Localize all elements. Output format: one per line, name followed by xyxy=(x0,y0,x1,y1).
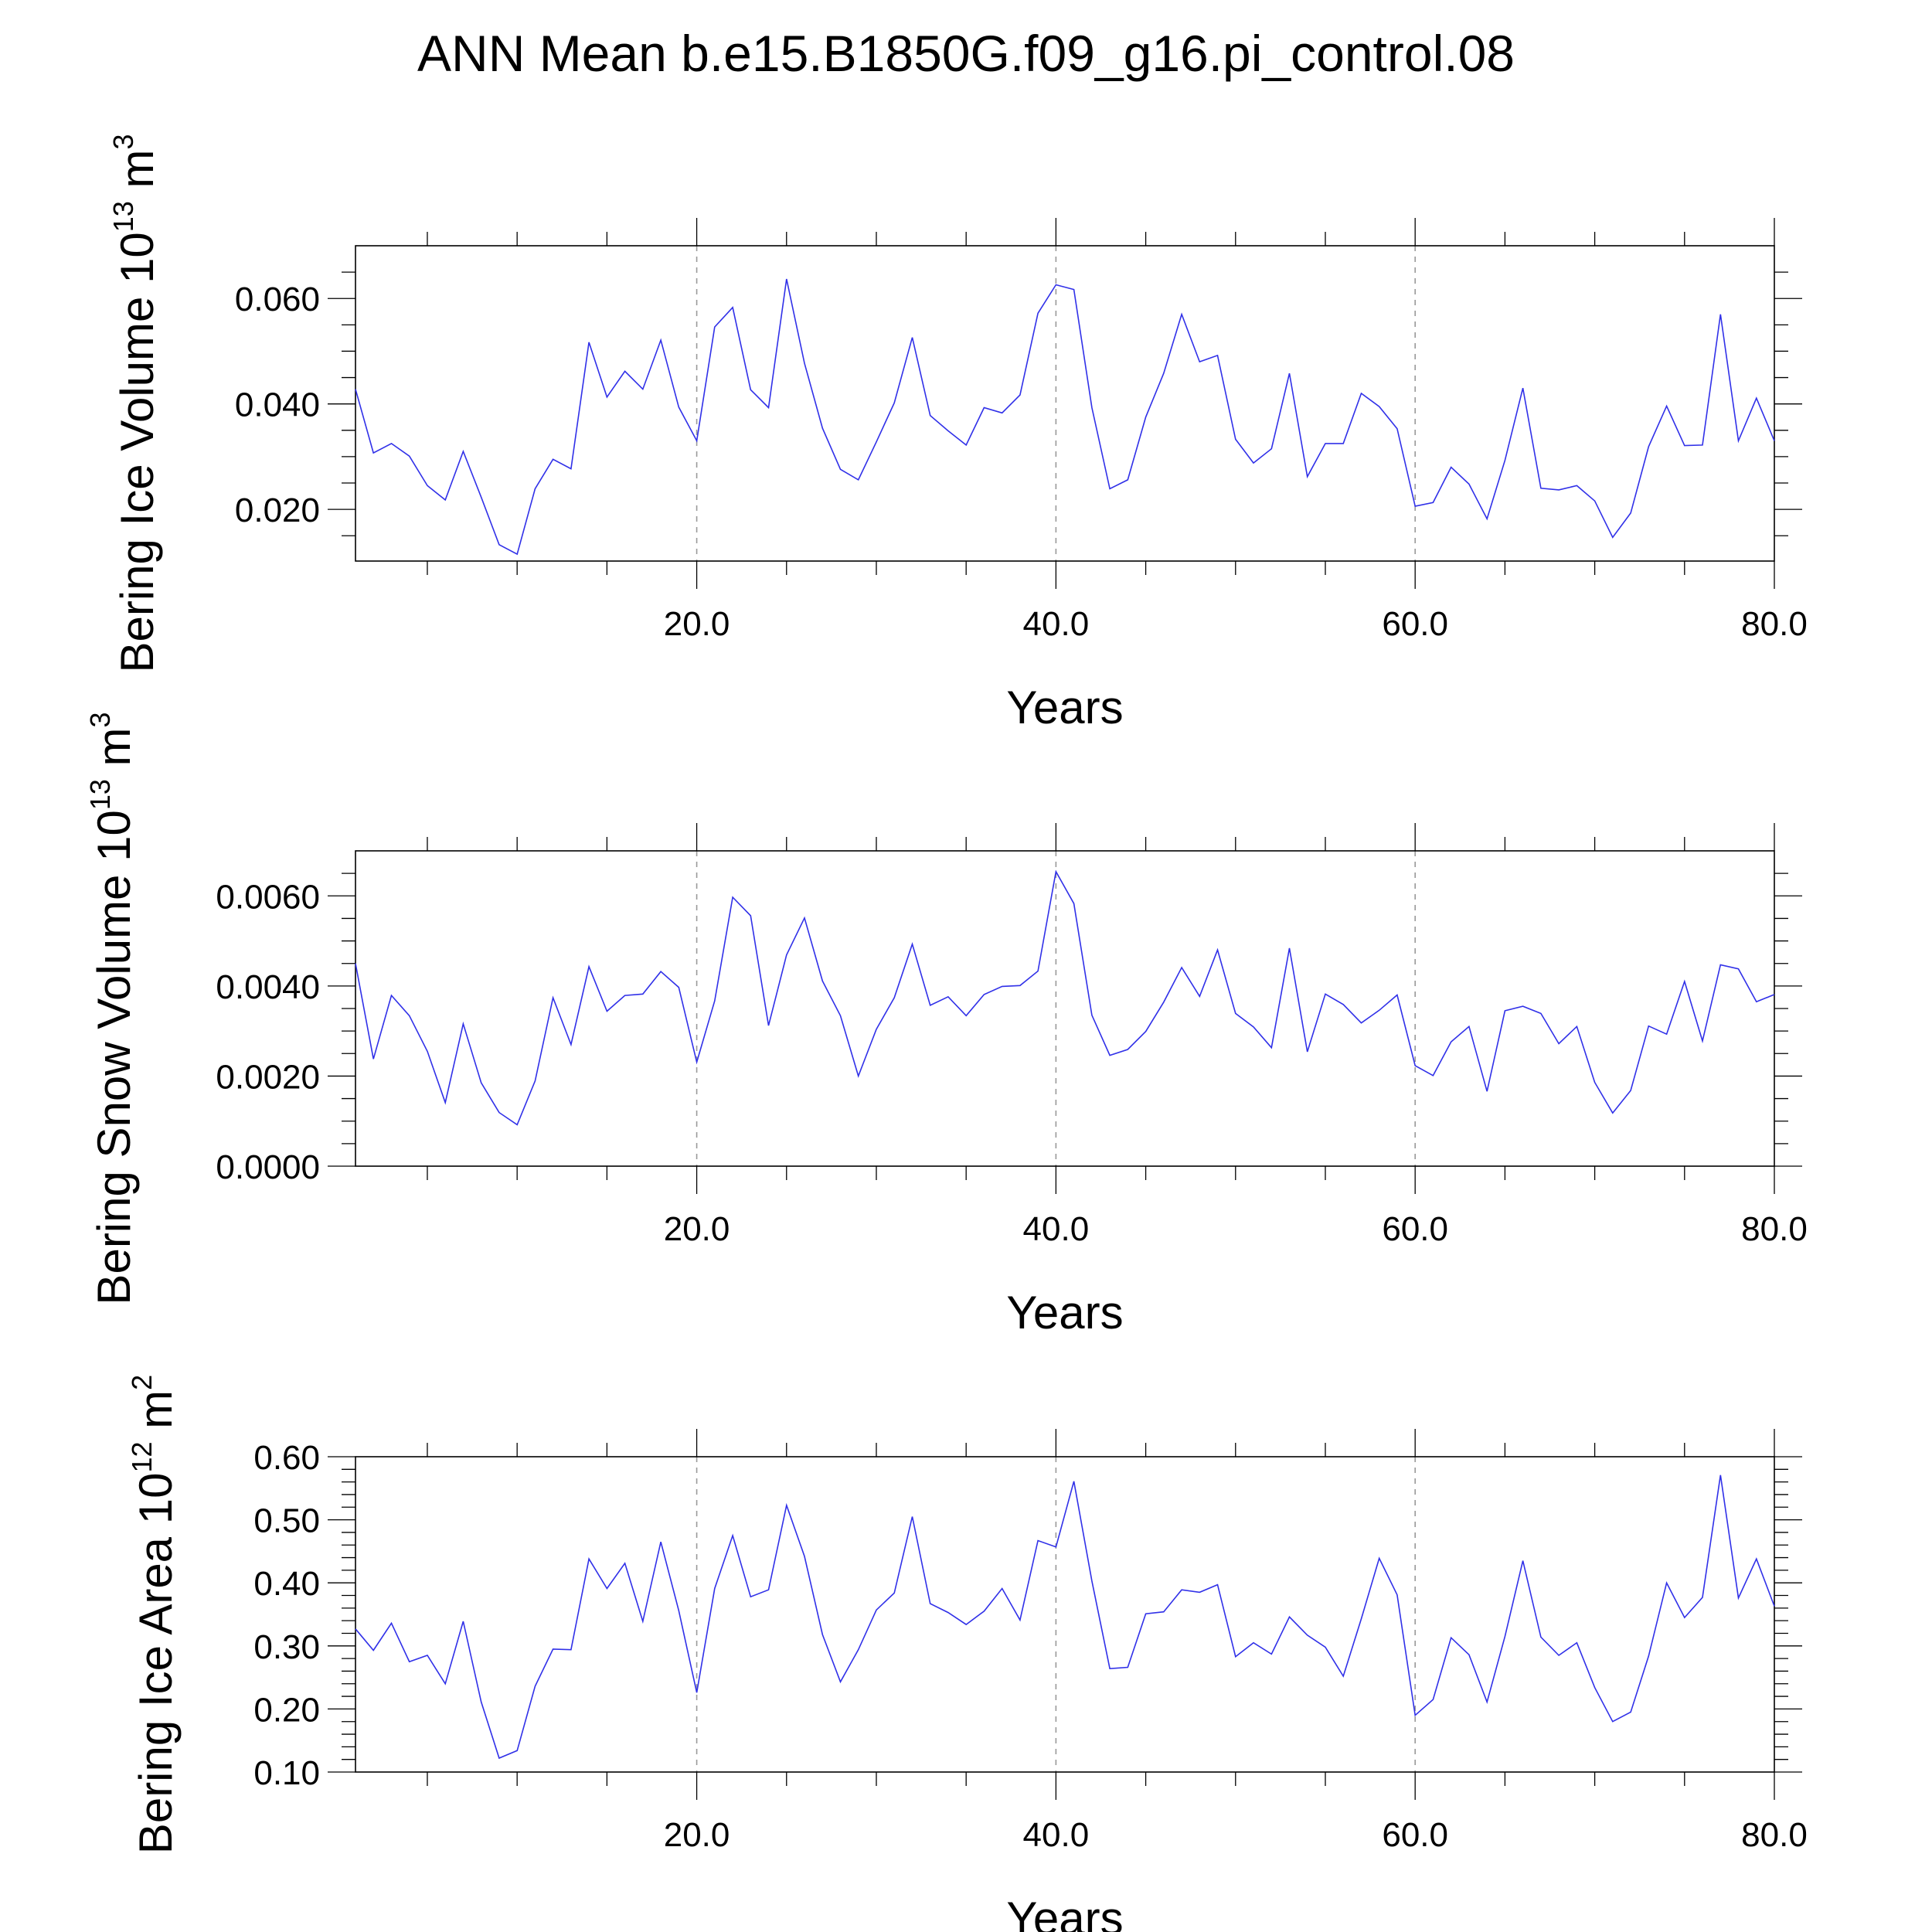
series-line xyxy=(355,1475,1775,1760)
x-tick-label: 40.0 xyxy=(1023,605,1090,643)
y-tick-label: 0.20 xyxy=(253,1691,320,1729)
x-tick-label: 80.0 xyxy=(1741,605,1808,643)
series-line xyxy=(355,869,1775,1126)
x-tick-label: 20.0 xyxy=(664,1210,730,1248)
y-tick-label: 0.0020 xyxy=(216,1058,320,1096)
x-tick-label: 60.0 xyxy=(1382,1210,1448,1248)
plot-frame xyxy=(355,1456,1775,1773)
y-axis-title: Bering Snow Volume 1013 m3 xyxy=(84,712,140,1304)
y-tick-label: 0.0060 xyxy=(216,878,320,916)
panel-ice-area: 20.0 40.0 60.0 80.0 0.10 0.20 0.30 0.40 0.50 0.60… xyxy=(126,1375,1808,1932)
x-axis-title: Years xyxy=(1006,682,1123,733)
series-line xyxy=(355,278,1775,556)
y-tick-label: 0.0040 xyxy=(216,968,320,1006)
panel-snow-volume: 20.0 40.0 60.0 80.0 0.0000 0.0020 0.0040 0.0060… xyxy=(84,712,1808,1338)
x-tick-label: 20.0 xyxy=(664,1816,730,1854)
x-tick-label: 80.0 xyxy=(1741,1816,1808,1854)
plot-frame xyxy=(355,850,1775,1167)
y-tick-label: 0.30 xyxy=(253,1628,320,1666)
y-tick-label: 0.10 xyxy=(253,1754,320,1792)
y-axis-title: Bering Ice Volume 1013 m3 xyxy=(107,134,163,672)
panel-ice-volume: 20.0 40.0 60.0 80.0 0.020 0.040 0.060 Years Beri… xyxy=(107,134,1808,733)
y-tick-label: 0.0000 xyxy=(216,1148,320,1186)
x-tick-label: 60.0 xyxy=(1382,605,1448,643)
y-tick-label: 0.020 xyxy=(235,492,320,529)
plot-frame xyxy=(355,245,1775,562)
x-tick-label: 20.0 xyxy=(664,605,730,643)
x-axis-title: Years xyxy=(1006,1893,1123,1932)
y-tick-label: 0.060 xyxy=(235,281,320,318)
x-tick-label: 60.0 xyxy=(1382,1816,1448,1854)
y-tick-label: 0.60 xyxy=(253,1439,320,1477)
y-tick-label: 0.040 xyxy=(235,386,320,424)
x-tick-label: 80.0 xyxy=(1741,1210,1808,1248)
x-tick-label: 40.0 xyxy=(1023,1210,1090,1248)
x-tick-label: 40.0 xyxy=(1023,1816,1090,1854)
chart-title: ANN Mean b.e15.B1850G.f09_g16.pi_control… xyxy=(417,25,1515,82)
y-tick-label: 0.50 xyxy=(253,1502,320,1540)
y-tick-label: 0.40 xyxy=(253,1565,320,1603)
y-axis-title: Bering Ice Area 1012 m2 xyxy=(126,1375,182,1854)
x-axis-title: Years xyxy=(1006,1287,1123,1338)
